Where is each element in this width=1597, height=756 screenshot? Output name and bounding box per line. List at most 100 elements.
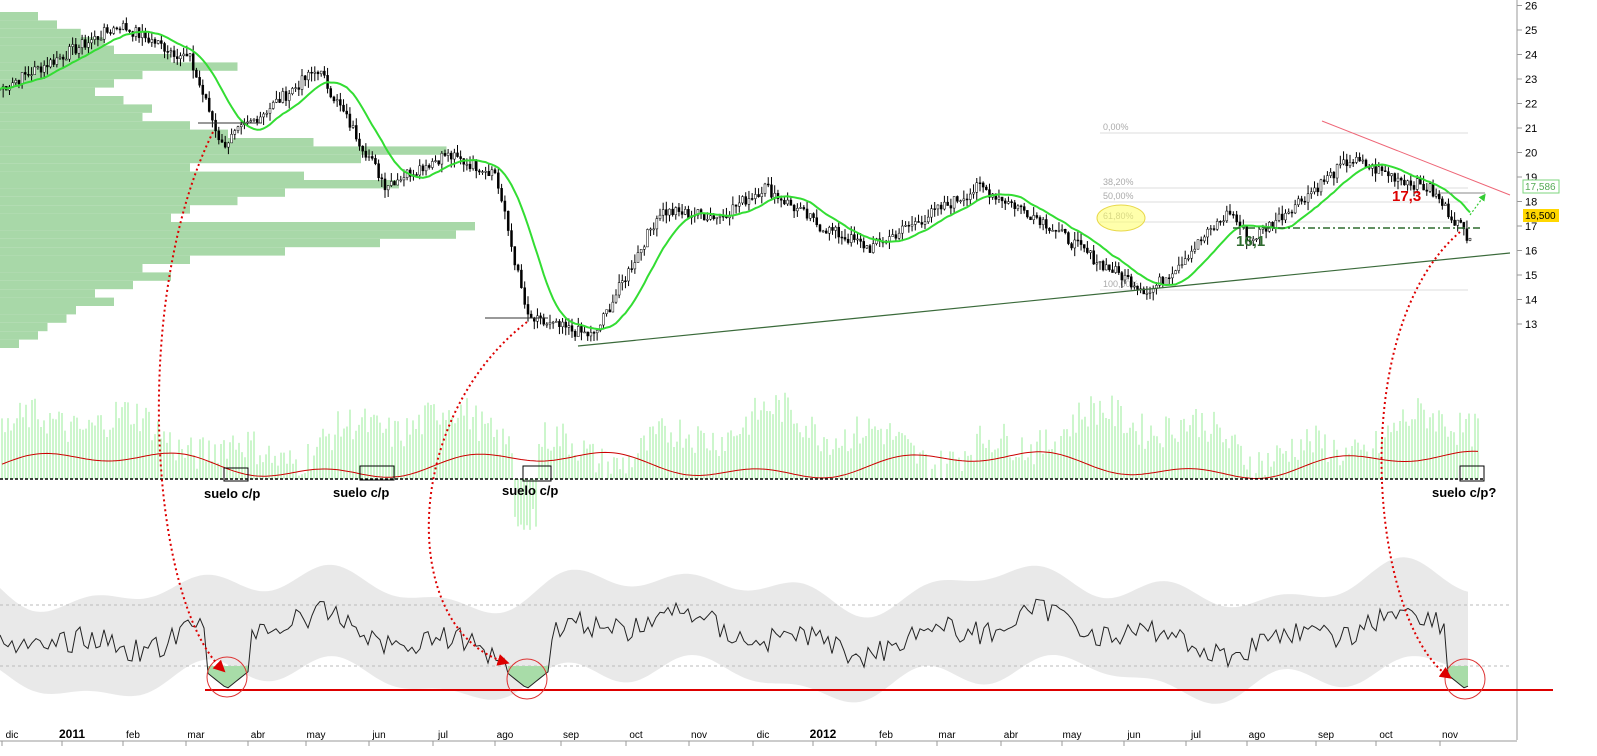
- candle-body: [702, 213, 706, 221]
- time-label: nov: [691, 730, 707, 741]
- candle-body: [182, 53, 185, 57]
- candle-body: [677, 207, 681, 212]
- candle-body: [561, 321, 564, 327]
- candle-body: [150, 39, 154, 43]
- time-label: sep: [563, 730, 580, 741]
- candle-body: [1255, 238, 1258, 241]
- candle-body: [386, 185, 390, 191]
- candle-body: [715, 216, 719, 219]
- candle-body: [818, 224, 822, 232]
- candle-body: [1393, 173, 1397, 182]
- volume-profile-bar: [0, 54, 171, 63]
- candle-body: [313, 71, 317, 74]
- candle-body: [646, 229, 649, 248]
- candle-body: [42, 65, 46, 73]
- time-axis: dic 2011 feb mar abr may jun jul ago sep oct nov dic…: [1, 727, 1458, 746]
- candle-body: [1228, 210, 1232, 215]
- candle-body: [329, 88, 333, 98]
- volume-profile-bar: [0, 264, 143, 273]
- candle-body: [497, 172, 500, 189]
- volume-profile-bar: [0, 196, 238, 206]
- candle-body: [118, 28, 122, 31]
- candle-body: [33, 66, 36, 75]
- time-label: abr: [1004, 730, 1019, 741]
- candle-body: [1126, 274, 1130, 277]
- candle-body: [284, 91, 288, 101]
- candle-body: [630, 268, 633, 270]
- candle-body: [1447, 203, 1450, 218]
- candle-body: [1000, 196, 1004, 202]
- candle-body: [1041, 219, 1045, 225]
- price-tick-label: 24: [1525, 50, 1537, 62]
- candle-body: [1399, 177, 1403, 181]
- time-label: jul: [1190, 730, 1201, 741]
- candle-body: [1380, 166, 1384, 171]
- volume-profile: [0, 12, 475, 348]
- price-tick-label: 21: [1525, 123, 1537, 135]
- time-label: oct: [629, 730, 643, 741]
- floor-label-1: suelo c/p: [204, 486, 260, 501]
- candle-body: [1251, 238, 1255, 241]
- candle-body: [1465, 228, 1469, 241]
- candle-body: [815, 217, 819, 226]
- candle-body: [1105, 264, 1108, 271]
- candle-body: [888, 236, 891, 242]
- candle-body: [27, 74, 30, 76]
- candle-body: [1007, 201, 1010, 204]
- candle-body: [1313, 187, 1316, 193]
- candle-body: [71, 44, 74, 47]
- candle-body: [1035, 215, 1039, 218]
- candle-body: [421, 165, 425, 172]
- candle-body: [1232, 214, 1235, 216]
- candle-body: [943, 201, 946, 210]
- candle-body: [526, 304, 530, 315]
- candle-body: [1073, 239, 1076, 249]
- time-label: feb: [126, 730, 140, 741]
- candle-body: [160, 40, 163, 44]
- candle-body: [1108, 264, 1111, 271]
- volume-profile-bar: [0, 79, 114, 88]
- candle-body: [1048, 227, 1051, 231]
- candle-body: [437, 160, 440, 165]
- candle-body: [1092, 250, 1095, 265]
- candle-body: [868, 245, 872, 253]
- candle-body: [1022, 206, 1026, 211]
- candle-body: [1277, 213, 1281, 221]
- candle-body: [520, 269, 523, 288]
- candle-body: [674, 207, 678, 215]
- candle-body: [191, 53, 195, 71]
- candle-body: [268, 108, 272, 114]
- candle-body: [1326, 175, 1329, 182]
- candle-body: [1038, 217, 1042, 225]
- candle-body: [115, 27, 119, 30]
- candle-body: [125, 23, 128, 31]
- candle-body: [374, 158, 377, 164]
- candle-body: [176, 56, 179, 59]
- volume-profile-bar: [0, 339, 19, 348]
- candle-body: [920, 222, 924, 225]
- candle-body: [1177, 264, 1181, 271]
- candle-body: [1054, 230, 1058, 232]
- candle-body: [548, 322, 552, 325]
- candle-body: [1450, 216, 1453, 221]
- time-label: mar: [938, 730, 956, 741]
- candle-body: [481, 171, 484, 173]
- time-label: ago: [497, 730, 514, 741]
- candle-body: [265, 112, 269, 115]
- candle-body: [1274, 220, 1278, 228]
- candle-body: [731, 204, 735, 216]
- volume-profile-bar: [0, 112, 143, 122]
- candle-body: [779, 198, 783, 201]
- candle-body: [611, 301, 615, 313]
- candle-body: [605, 309, 608, 314]
- rebound-arrow: [1469, 193, 1486, 216]
- candle-body: [583, 331, 586, 334]
- volume-profile-bar: [0, 45, 114, 54]
- candle-body: [294, 87, 297, 89]
- candle-body: [227, 142, 230, 148]
- volume-profile-bar: [0, 289, 95, 298]
- candle-body: [930, 208, 933, 218]
- candle-body: [1215, 221, 1219, 230]
- candle-body: [503, 200, 507, 212]
- candle-body: [390, 181, 393, 186]
